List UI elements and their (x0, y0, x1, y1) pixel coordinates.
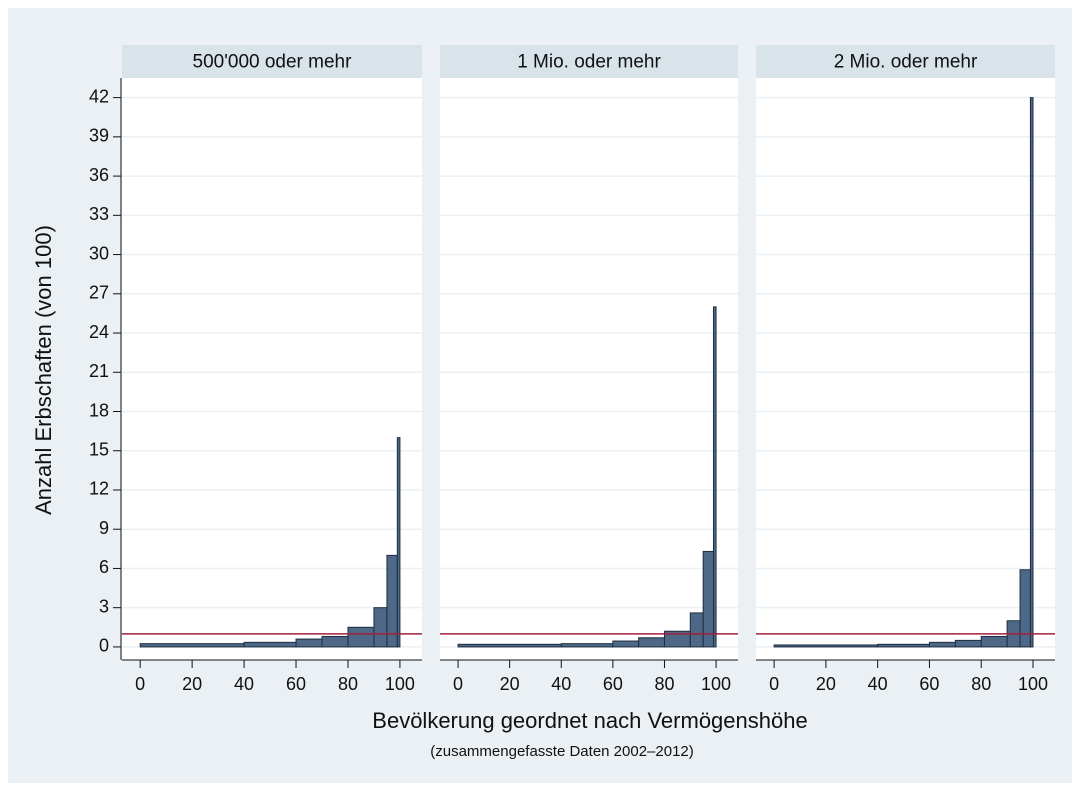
note: (zusammengefasste Daten 2002–2012) (430, 743, 694, 760)
bar (321, 635, 349, 648)
y-tick-label: 0 (99, 636, 109, 656)
bar (980, 635, 1008, 648)
x-tick-label: 80 (971, 674, 991, 694)
bar (396, 437, 401, 648)
y-tick-label: 27 (89, 283, 109, 303)
y-tick-label: 42 (89, 86, 109, 106)
y-tick-label: 36 (89, 165, 109, 185)
y-tick-label: 39 (89, 126, 109, 146)
x-tick-label: 60 (286, 674, 306, 694)
bar (612, 640, 640, 648)
plot-area (756, 78, 1055, 660)
y-tick-label: 15 (89, 439, 109, 459)
x-tick-label: 40 (234, 674, 254, 694)
y-tick-label: 6 (99, 557, 109, 577)
x-tick-label: 100 (385, 674, 415, 694)
x-tick-label: 20 (182, 674, 202, 694)
x-tick-label: 0 (453, 674, 463, 694)
y-tick-label: 21 (89, 361, 109, 381)
panel-title: 2 Mio. oder mehr (834, 52, 978, 73)
x-axis-label: Bevölkerung geordnet nach Vermögenshöhe (372, 708, 807, 733)
bar (243, 641, 297, 648)
panel-title: 500'000 oder mehr (193, 52, 353, 73)
x-tick-label: 0 (769, 674, 779, 694)
panel-title: 1 Mio. oder mehr (517, 52, 661, 73)
x-tick-label: 40 (551, 674, 571, 694)
bar (373, 607, 388, 648)
bar (928, 641, 956, 648)
y-tick-label: 24 (89, 322, 109, 342)
y-tick-label: 18 (89, 400, 109, 420)
x-tick-label: 40 (868, 674, 888, 694)
x-tick-label: 100 (1018, 674, 1048, 694)
bar (702, 550, 714, 648)
y-tick-label: 3 (99, 596, 109, 616)
bar (457, 643, 562, 648)
y-tick-label: 30 (89, 243, 109, 263)
bar (560, 643, 614, 648)
bar (773, 644, 879, 648)
bar (295, 638, 323, 648)
bar (347, 626, 375, 648)
x-tick-label: 100 (701, 674, 731, 694)
x-tick-label: 0 (135, 674, 145, 694)
bar (1029, 97, 1034, 648)
panel-header (440, 45, 738, 78)
bar (877, 643, 930, 648)
panel-header (122, 45, 422, 78)
x-tick-label: 80 (654, 674, 674, 694)
x-tick-label: 60 (603, 674, 623, 694)
bar (1019, 569, 1031, 648)
x-tick-label: 20 (500, 674, 520, 694)
x-tick-label: 60 (919, 674, 939, 694)
bar (638, 637, 665, 648)
x-tick-label: 80 (338, 674, 358, 694)
bar (139, 643, 245, 648)
plot-area (122, 78, 422, 660)
y-tick-label: 9 (99, 518, 109, 538)
panel-header (756, 45, 1055, 78)
bar (689, 612, 704, 648)
y-tick-label: 33 (89, 204, 109, 224)
plot-area (440, 78, 738, 660)
x-tick-label: 20 (816, 674, 836, 694)
bar (954, 639, 982, 648)
y-axis-label: Anzahl Erbschaften (von 100) (31, 225, 56, 515)
y-tick-label: 12 (89, 479, 109, 499)
bar (712, 306, 717, 648)
